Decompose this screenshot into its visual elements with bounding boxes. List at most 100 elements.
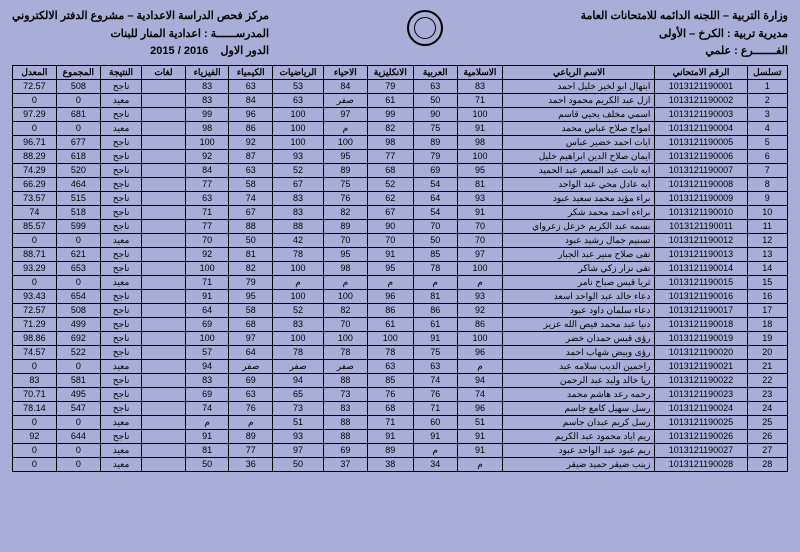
table-cell: راحمين الديب سلامه عبد: [503, 359, 655, 373]
table-header-row: تسلسل الرقم الامتحاني الاسم الرباعي الاس…: [13, 65, 788, 79]
table-cell: 63: [413, 359, 457, 373]
table-cell: ناجح: [100, 247, 141, 261]
table-cell: م: [367, 275, 413, 289]
table-cell: 94: [185, 359, 229, 373]
table-cell: صفر: [324, 359, 368, 373]
table-cell: 20: [747, 345, 787, 359]
table-cell: 52: [367, 177, 413, 191]
table-cell: 76: [229, 401, 273, 415]
table-cell: 63: [273, 93, 324, 107]
table-cell: [142, 373, 186, 387]
table-cell: 1013121190002: [655, 93, 747, 107]
table-row: 181013121190018دنيا عبد محمد فيص الله عز…: [13, 317, 788, 331]
table-cell: 0: [13, 443, 57, 457]
table-cell: ريم عبود عبد الواحد عبود: [503, 443, 655, 457]
table-cell: 51: [457, 415, 503, 429]
table-cell: م: [413, 443, 457, 457]
table-cell: 93: [457, 289, 503, 303]
table-cell: 15: [747, 275, 787, 289]
table-cell: 50: [185, 457, 229, 471]
table-cell: 8: [747, 177, 787, 191]
table-cell: 97: [273, 443, 324, 457]
table-cell: 68: [229, 317, 273, 331]
table-cell: 82: [324, 303, 368, 317]
table-cell: 91: [185, 429, 229, 443]
table-cell: ايمان صلاح الدين ابراهيم خليل: [503, 149, 655, 163]
table-cell: 19: [747, 331, 787, 345]
col-avg: المعدل: [13, 65, 57, 79]
table-cell: ناجح: [100, 387, 141, 401]
table-cell: 71: [367, 415, 413, 429]
table-cell: 83: [273, 205, 324, 219]
table-cell: 57: [185, 345, 229, 359]
table-cell: 92: [229, 135, 273, 149]
table-cell: 9: [747, 191, 787, 205]
table-cell: م: [457, 457, 503, 471]
table-cell: 70: [367, 233, 413, 247]
table-cell: 100: [273, 107, 324, 121]
table-row: 281013121190028زينب ضيقر حميد ضيقرم34383…: [13, 457, 788, 471]
table-cell: 91: [185, 289, 229, 303]
table-cell: 0: [56, 233, 100, 247]
table-cell: 0: [56, 457, 100, 471]
table-row: 41013121190004امواج صلاح عباس محمد917582…: [13, 121, 788, 135]
table-cell: دنيا عبد محمد فيص الله عزيز: [503, 317, 655, 331]
table-cell: 70: [457, 219, 503, 233]
table-cell: 94: [457, 373, 503, 387]
table-cell: 50: [413, 93, 457, 107]
table-cell: 1013121190001: [655, 79, 747, 93]
table-row: 131013121190013تقى صلاح منير عبد الجبار9…: [13, 247, 788, 261]
table-cell: ريا خالد وليد عبد الرحمن: [503, 373, 655, 387]
table-cell: 1013121190016: [655, 289, 747, 303]
table-cell: 94: [273, 373, 324, 387]
table-cell: [142, 79, 186, 93]
table-cell: 91: [413, 331, 457, 345]
table-cell: 73.57: [13, 191, 57, 205]
table-cell: 91: [413, 429, 457, 443]
table-cell: معيد: [100, 415, 141, 429]
col-math: الرياضيات: [273, 65, 324, 79]
table-cell: 67: [367, 205, 413, 219]
table-cell: 61: [413, 317, 457, 331]
col-lang: لغات: [142, 65, 186, 79]
table-row: 31013121190003اسمي مخلف يحيي قاسم1009099…: [13, 107, 788, 121]
table-cell: 0: [56, 93, 100, 107]
table-cell: 97: [457, 247, 503, 261]
table-cell: ناجح: [100, 135, 141, 149]
table-cell: 1013121190013: [655, 247, 747, 261]
table-cell: 63: [229, 163, 273, 177]
table-cell: 10: [747, 205, 787, 219]
table-cell: 69: [185, 317, 229, 331]
table-cell: 87: [229, 149, 273, 163]
table-cell: 58: [229, 303, 273, 317]
table-cell: 96: [457, 401, 503, 415]
table-cell: معيد: [100, 93, 141, 107]
table-cell: 100: [457, 261, 503, 275]
table-cell: 85: [367, 373, 413, 387]
table-cell: م: [457, 359, 503, 373]
table-cell: 1013121190004: [655, 121, 747, 135]
table-row: 241013121190024رسل سهيل كامع جاسم9671688…: [13, 401, 788, 415]
table-cell: م: [185, 415, 229, 429]
table-cell: 86: [413, 303, 457, 317]
table-cell: 62: [367, 191, 413, 205]
table-cell: 88.71: [13, 247, 57, 261]
table-cell: 70: [185, 233, 229, 247]
table-cell: ناجح: [100, 163, 141, 177]
ministry-logo-icon: [407, 10, 443, 46]
table-row: 151013121190015ثريا قيس صباح نامرممممم79…: [13, 275, 788, 289]
center-title: مركز فحص الدراسة الاعدادية – مشروع الدفت…: [12, 8, 269, 26]
table-cell: اسمي مخلف يحيي قاسم: [503, 107, 655, 121]
table-cell: [142, 429, 186, 443]
table-cell: 100: [273, 289, 324, 303]
table-cell: معيد: [100, 233, 141, 247]
table-cell: 95: [457, 163, 503, 177]
table-cell: 92: [13, 429, 57, 443]
table-cell: [142, 205, 186, 219]
table-cell: ناجح: [100, 219, 141, 233]
table-cell: تقى صلاح منير عبد الجبار: [503, 247, 655, 261]
table-cell: 84: [324, 79, 368, 93]
table-cell: [142, 149, 186, 163]
table-cell: 23: [747, 387, 787, 401]
table-cell: 18: [747, 317, 787, 331]
